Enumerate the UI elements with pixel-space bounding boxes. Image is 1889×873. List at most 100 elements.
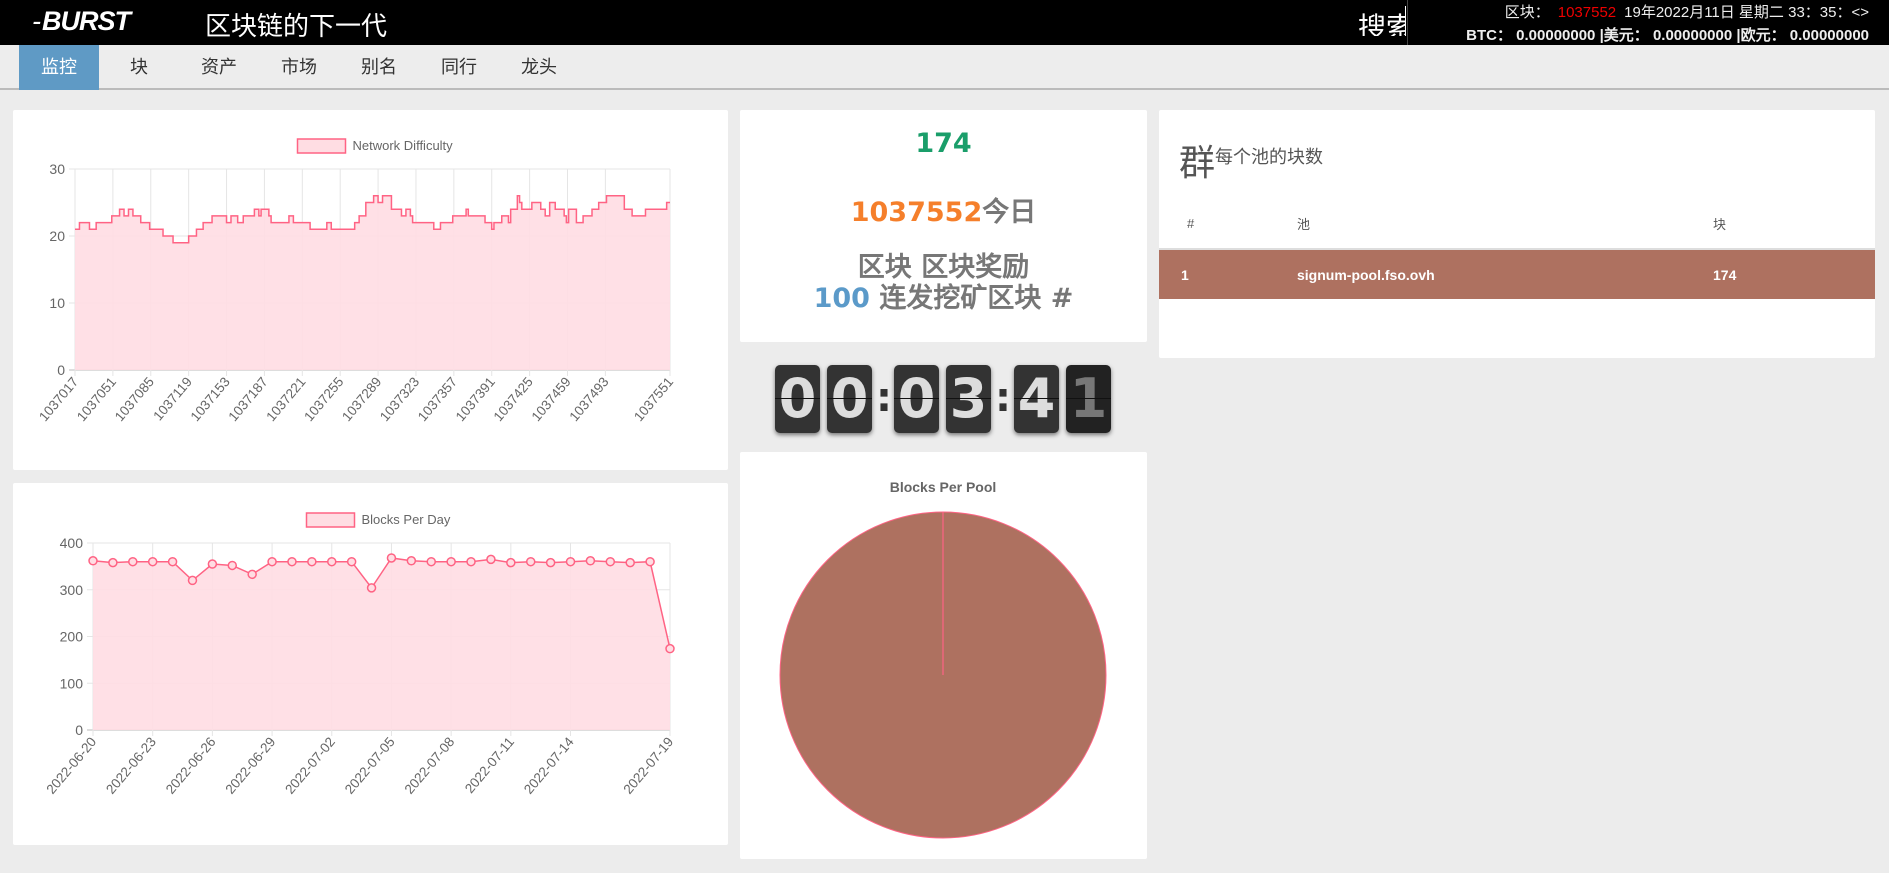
data-point: [545, 557, 556, 568]
y-tick-label: 10: [49, 295, 65, 311]
tab-market[interactable]: 市场: [281, 57, 317, 77]
x-tick-label: 1037221: [263, 374, 308, 424]
table-header: # 池 块: [1159, 199, 1875, 249]
series-line: [75, 195, 670, 244]
data-point: [147, 556, 158, 567]
data-point: [426, 556, 436, 567]
x-tick-label: 2022-07-14: [521, 734, 577, 797]
stats-panel: 174 1037552今日 区块 区块奖励 100 连发挖矿区块 #: [740, 110, 1147, 342]
x-tick-label: 2022-07-08: [402, 734, 458, 797]
pools-panel: 群每个池的块数 # 池 块 1 signum-pool.fso.ovh 174: [1159, 110, 1875, 358]
data-point: [525, 556, 536, 567]
x-tick-label: 1037493: [566, 374, 611, 424]
x-tick-label: 2022-07-05: [342, 734, 398, 797]
pie-title: Blocks Per Pool: [890, 479, 997, 495]
divider: [1407, 0, 1408, 45]
data-point: [128, 556, 138, 567]
x-tick-label: 2022-07-02: [282, 734, 338, 797]
blocks-per-pool-chart: Blocks Per Pool: [779, 479, 1107, 839]
block-number: 1037552: [1557, 4, 1617, 21]
burst-logo[interactable]: -BURST: [32, 6, 131, 36]
x-tick-label: 1037289: [339, 374, 384, 424]
x-tick-label: 2022-06-20: [43, 734, 99, 797]
block-height: 1037552: [850, 197, 983, 228]
y-tick-label: 200: [60, 629, 84, 645]
pools-table: # 池 块 1 signum-pool.fso.ovh 174: [1159, 199, 1875, 299]
legend-swatch: [296, 138, 347, 154]
data-point: [307, 556, 317, 567]
data-point: [466, 556, 476, 567]
search-input[interactable]: 搜索: [1358, 6, 1406, 36]
pools-title: 群每个池的块数: [1179, 134, 1323, 186]
site-title: 区块链的下一代: [205, 11, 388, 41]
y-tick-label: 400: [60, 535, 84, 551]
series-area: [93, 557, 670, 730]
x-tick-label: 1037459: [529, 374, 574, 424]
eur-label: |欧元：: [1736, 27, 1786, 44]
x-tick-label: 1037323: [377, 374, 422, 424]
data-point: [287, 556, 297, 567]
pool-blocks-count: 174: [915, 128, 972, 159]
datetime: 19年2022月11日 星期二 33：35：<>: [1624, 4, 1869, 21]
pools-title-big: 群: [1179, 142, 1216, 183]
btc-label: BTC：: [1466, 27, 1512, 44]
data-point: [506, 557, 516, 568]
tab-monitor[interactable]: 监控: [19, 45, 99, 90]
price-info: BTC： 0.00000000 |美元： 0.00000000 |欧元： 0.0…: [1466, 24, 1869, 45]
legend-label: Network Difficulty: [353, 138, 454, 153]
clock-digit: 1: [1066, 365, 1111, 433]
usd-value: 0.00000000: [1652, 27, 1733, 44]
legend-label: Blocks Per Day: [362, 512, 451, 527]
tab-blocks[interactable]: 块: [130, 57, 148, 77]
y-tick-label: 0: [75, 722, 83, 738]
col-rank: #: [1187, 216, 1195, 231]
x-tick-label: 1037551: [631, 374, 676, 424]
data-point: [327, 556, 337, 567]
x-tick-label: 1037357: [415, 374, 460, 424]
consecutive-label: 连发挖矿区块 #: [879, 283, 1074, 314]
data-point: [247, 569, 257, 580]
data-point: [625, 557, 635, 568]
row-blocks: 174: [1713, 266, 1737, 283]
top-bar: -BURST 区块链的下一代 搜索 区块： 1037552 19年2022月11日 …: [0, 0, 1889, 45]
difficulty-chart-panel: Network Difficulty 0 10 20 30 1037017 1037051 1…: [13, 110, 728, 470]
tab-faucet[interactable]: 龙头: [521, 57, 557, 77]
x-tick-label: 2022-07-11: [462, 734, 517, 796]
block-label: 区块：: [1504, 4, 1550, 21]
tab-peers[interactable]: 同行: [441, 57, 477, 77]
x-tick-label: 2022-06-29: [222, 734, 278, 797]
today-label: 今日: [982, 197, 1037, 228]
data-point: [227, 560, 238, 571]
row-pool[interactable]: signum-pool.fso.ovh: [1297, 266, 1435, 283]
tab-assets[interactable]: 资产: [201, 57, 237, 77]
x-tick-label: 2022-06-26: [163, 734, 219, 797]
consecutive-count: 100: [813, 283, 870, 314]
tab-aliases[interactable]: 别名: [361, 57, 397, 77]
x-tick-label: 1037153: [188, 374, 233, 424]
row-rank: 1: [1181, 266, 1189, 283]
x-tick-label: 1037187: [225, 374, 270, 424]
pools-subtitle: 每个池的块数: [1215, 147, 1324, 167]
table-row[interactable]: 1 signum-pool.fso.ovh 174: [1159, 249, 1875, 299]
x-tick-label: 1037391: [453, 374, 498, 424]
network-difficulty-chart: Network Difficulty0102030103701710370511…: [36, 138, 676, 424]
main-nav: 监控 块 资产 市场 别名 同行 龙头: [0, 45, 1889, 90]
clock-digit: 0: [894, 365, 939, 433]
clock-digit: 0: [827, 365, 872, 433]
data-point: [645, 556, 655, 567]
data-point: [486, 554, 496, 565]
y-tick-label: 30: [49, 161, 65, 177]
today-line: 1037552今日: [740, 190, 1147, 229]
data-point: [565, 556, 576, 567]
data-point: [605, 556, 616, 567]
x-tick-label: 1037255: [301, 374, 346, 424]
data-point: [267, 556, 277, 567]
x-tick-label: 2022-06-23: [103, 734, 159, 797]
data-point: [585, 556, 596, 566]
x-tick-label: 1037017: [36, 374, 81, 424]
data-point: [366, 583, 377, 593]
clock-digit: 4: [1014, 365, 1059, 433]
reward-line: 区块 区块奖励: [857, 252, 1030, 283]
data-point: [167, 556, 178, 567]
consecutive-line: 100 连发挖矿区块 #: [740, 283, 1147, 314]
